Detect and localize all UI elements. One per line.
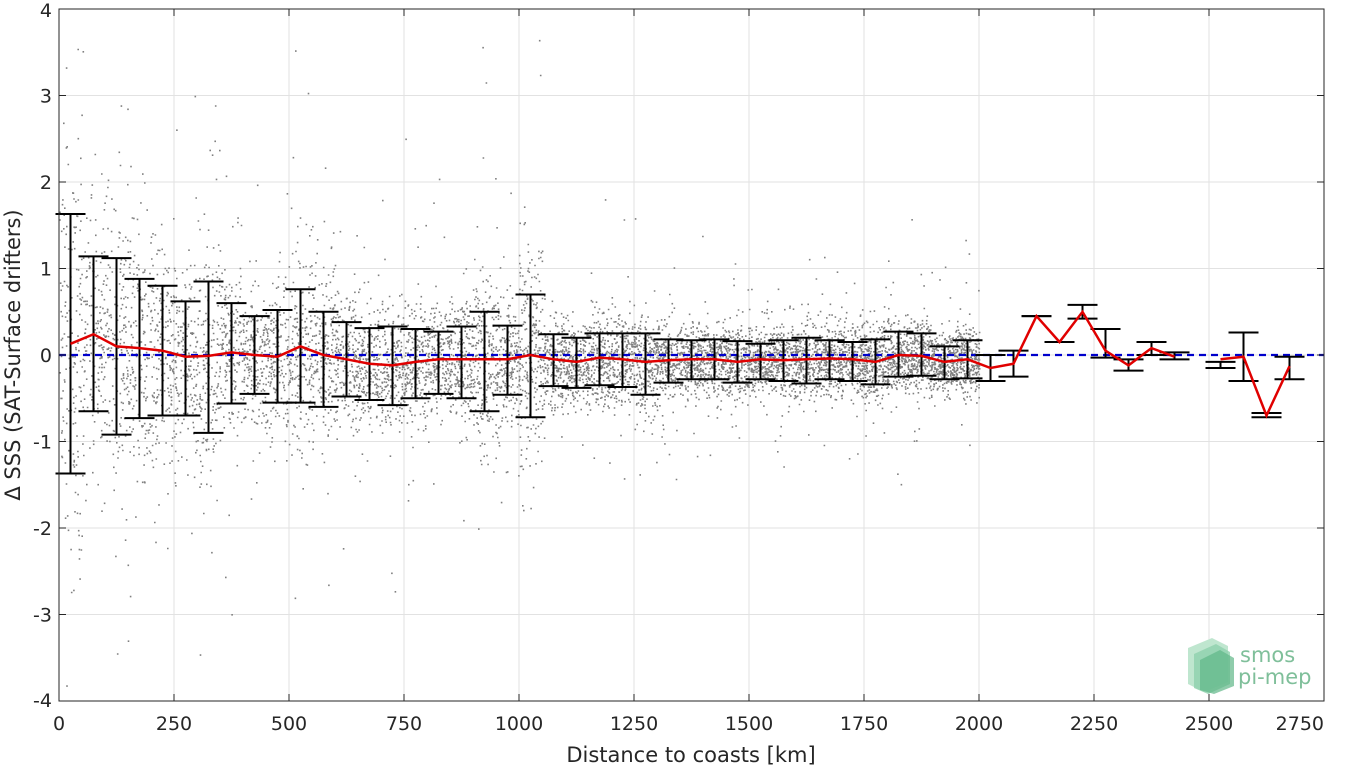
smos-pimep-logo: smos pi-mep: [1188, 638, 1311, 694]
y-tick-label: -2: [33, 518, 52, 540]
x-tick-label: 2750: [1276, 713, 1324, 735]
logo-cube-icon: [1188, 638, 1234, 694]
y-axis-ticks: -4 -3 -2 -1 0 1 2 3 4: [33, 0, 1324, 712]
x-tick-label: 500: [271, 713, 307, 735]
y-tick-label: 4: [40, 0, 52, 22]
mean-line-segment-2: [1220, 355, 1291, 419]
y-tick-label: 3: [40, 86, 52, 108]
x-tick-label: 2500: [1185, 713, 1233, 735]
x-tick-label: 1750: [840, 713, 888, 735]
x-tick-label: 0: [53, 713, 65, 735]
x-axis-label: Distance to coasts [km]: [566, 743, 815, 767]
y-tick-label: -4: [33, 690, 52, 712]
x-tick-label: 1000: [495, 713, 543, 735]
x-tick-label: 2000: [955, 713, 1003, 735]
x-tick-label: 1250: [610, 713, 658, 735]
scatter-point-cloud: [59, 39, 981, 687]
y-tick-label: 0: [40, 345, 52, 367]
x-tick-label: 250: [156, 713, 192, 735]
logo-line-2: pi-mep: [1238, 665, 1311, 689]
x-tick-label: 1500: [725, 713, 773, 735]
y-tick-label: -3: [33, 605, 52, 627]
y-tick-label: 2: [40, 172, 52, 194]
y-tick-label: -1: [33, 432, 52, 454]
logo-line-1: smos: [1240, 643, 1295, 667]
x-tick-label: 2250: [1070, 713, 1118, 735]
mean-line: [70, 309, 1175, 370]
y-tick-label: 1: [40, 259, 52, 281]
y-axis-label: Δ SSS (SAT-Surface drifters): [1, 209, 25, 500]
scatter-points: [59, 39, 981, 687]
x-axis-ticks: 0 250 500 750 1000 1250 1500 1750 2000 2250 2500 27…: [53, 9, 1325, 735]
x-tick-label: 750: [386, 713, 422, 735]
